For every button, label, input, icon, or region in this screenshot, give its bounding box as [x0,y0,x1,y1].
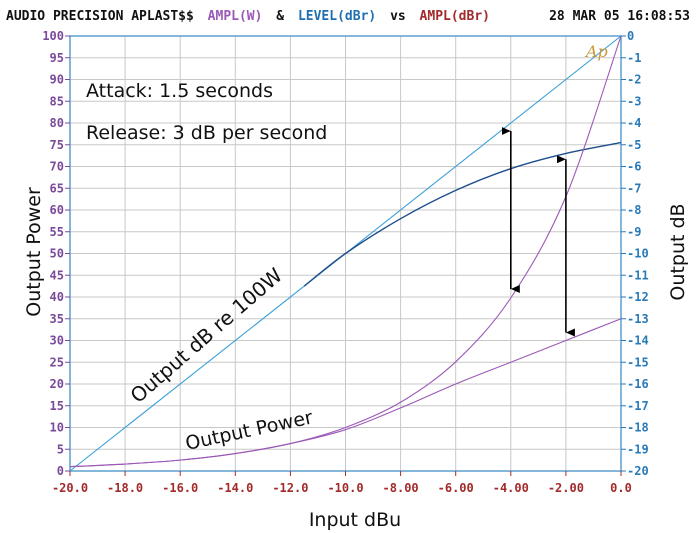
header-ampl-w: AMPL(W) [208,9,263,24]
left-tick-label: 20 [50,377,64,391]
right-tick-label: -15 [627,355,649,369]
right-tick-label: -17 [627,399,649,413]
header-vs: vs [390,9,406,24]
left-tick-label: 0 [57,464,64,478]
bottom-tick-label: -20.0 [52,481,88,495]
header-ampl-dbr: AMPL(dBr) [420,9,490,24]
right-tick-label: -10 [627,247,649,261]
header-level: LEVEL(dBr) [298,9,376,24]
right-tick-label: -20 [627,464,649,478]
left-tick-label: 35 [50,312,64,326]
right-tick-label: -7 [627,181,641,195]
bottom-tick-label: -8.00 [383,481,419,495]
left-tick-label: 85 [50,94,64,108]
right-tick-label: -9 [627,225,641,239]
right-tick-label: -18 [627,421,649,435]
bottom-tick-label: -6.00 [438,481,474,495]
bottom-tick-label: -16.0 [162,481,198,495]
bottom-tick-label: -4.00 [493,481,529,495]
left-tick-label: 60 [50,203,64,217]
y-axis-left-label: Output Power [23,187,45,317]
bottom-tick-label: -14.0 [217,481,253,495]
left-axis-ticks: 1009590858075706560555045403530252015105… [42,29,70,478]
left-tick-label: 15 [50,399,64,413]
left-tick-label: 55 [50,225,64,239]
output-db-curve-label: Output dB re 100W [126,263,288,408]
left-tick-label: 50 [50,247,64,261]
right-tick-label: -6 [627,160,641,174]
output-power-curve-label: Output Power [183,406,314,454]
right-tick-label: -16 [627,377,649,391]
left-tick-label: 10 [50,421,64,435]
left-tick-label: 75 [50,138,64,152]
header-title: AUDIO PRECISION APLAST$$ AMPL(W) & LEVEL… [6,9,490,24]
right-axis-ticks: 0 -1 -2 -3 -4 -5 -6 -7 -8 -9 -10 -11 -12 -13 -14 -15 -16… [621,29,649,478]
left-tick-label: 40 [50,290,64,304]
right-tick-label: -19 [627,442,649,456]
bottom-tick-label: -12.0 [272,481,308,495]
left-tick-label: 30 [50,334,64,348]
x-axis-label: Input dBu [309,509,401,531]
right-tick-label: -5 [627,138,641,152]
right-tick-label: -14 [627,334,649,348]
right-tick-label: -12 [627,290,649,304]
bottom-tick-label: 0.0 [610,481,632,495]
bottom-tick-label: -10.0 [327,481,363,495]
left-tick-label: 65 [50,181,64,195]
right-tick-label: -3 [627,94,641,108]
left-tick-label: 70 [50,160,64,174]
left-tick-label: 100 [42,29,64,43]
header-left: AUDIO PRECISION APLAST$$ [6,9,194,24]
left-tick-label: 80 [50,116,64,130]
output-db-curve [303,141,622,287]
arrows-group [501,127,575,337]
y-axis-right-label: Output dB [667,203,689,300]
bottom-tick-label: -18.0 [107,481,143,495]
left-tick-label: 45 [50,268,64,282]
left-tick-label: 25 [50,355,64,369]
left-tick-label: 5 [57,442,64,456]
attack-annotation: Attack: 1.5 seconds [86,80,273,102]
right-tick-label: -1 [627,51,641,65]
output-power-compressed-curve [69,318,622,468]
left-tick-label: 90 [50,73,64,87]
right-tick-label: -13 [627,312,649,326]
ap-logo: Ap [584,42,608,61]
bottom-tick-label: -2.00 [548,481,584,495]
bottom-axis-ticks: -20.0 -18.0 -16.0 -14.0 -12.0 -10.0 -8.00 -6.00… [52,471,632,495]
header-timestamp: 28 MAR 05 16:08:53 [549,9,690,24]
right-tick-label: -11 [627,268,649,282]
right-tick-label: -4 [627,116,641,130]
right-tick-label: -8 [627,203,641,217]
release-annotation: Release: 3 dB per second [86,122,327,144]
right-tick-label: 0 [627,29,634,43]
right-tick-label: -2 [627,73,641,87]
left-tick-label: 95 [50,51,64,65]
header-amp: & [276,9,284,24]
